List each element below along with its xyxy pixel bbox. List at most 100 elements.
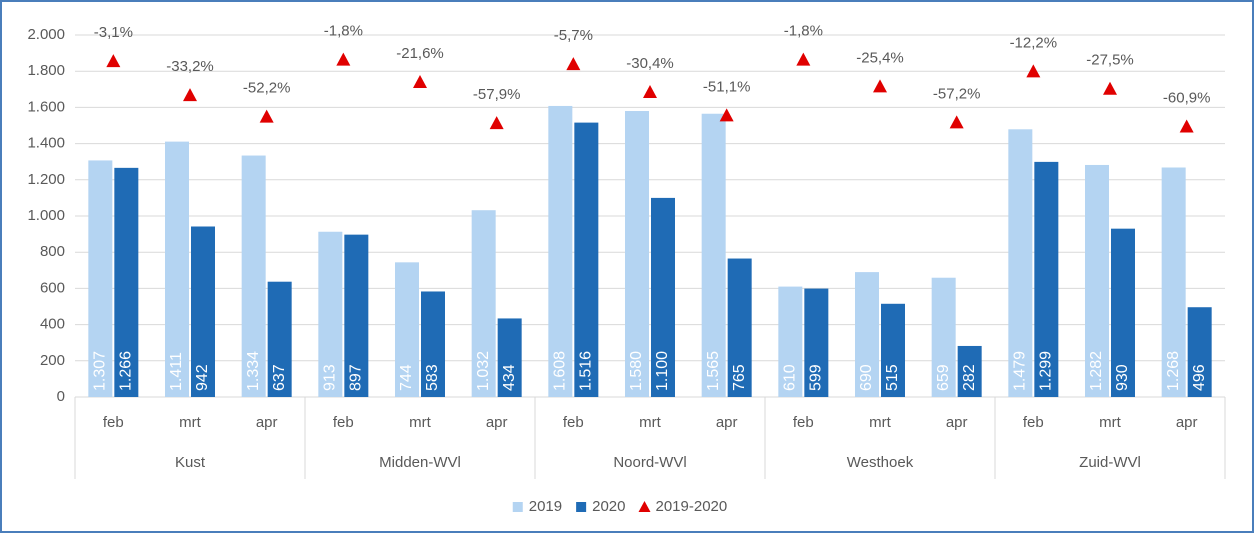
bar-value-label: 897 [348,364,365,391]
bar [1008,129,1033,397]
legend-swatch [576,502,587,512]
bar-value-label: 1.516 [578,351,595,391]
x-tick-label: apr [256,414,278,431]
bar-value-label: 1.100 [654,351,671,391]
marker-triangle [796,52,811,66]
bar [241,155,266,397]
marker-value-label: -3,1% [94,24,133,41]
y-tick-label: 1.000 [27,207,65,224]
legend-marker [638,501,651,512]
y-tick-label: 800 [40,243,65,260]
marker-value-label: -51,1% [703,78,751,95]
x-tick-label: feb [793,414,814,431]
bar-value-label: 1.266 [118,351,135,391]
x-tick-label: feb [333,414,354,431]
x-tick-label: mrt [1099,414,1121,431]
y-tick-label: 1.800 [27,62,65,79]
y-tick-label: 1.200 [27,171,65,188]
bar [88,160,113,397]
bar [1161,167,1186,397]
bar [267,281,292,397]
marker-triangle [949,115,964,129]
x-tick-label: mrt [409,414,431,431]
bar-value-label: 765 [731,364,748,391]
bar-value-label: 744 [398,364,415,391]
bar-value-label: 1.032 [475,351,492,391]
marker-triangle [1026,64,1041,78]
bar [574,122,599,397]
marker-triangle [719,108,734,122]
marker-value-label: -5,7% [554,27,593,44]
bar-value-label: 515 [884,364,901,391]
bar [727,258,752,397]
marker-triangle [106,54,121,68]
marker-triangle [1179,119,1194,133]
legend-label: 2020 [592,498,625,515]
group-label: Kust [175,454,206,471]
legend-swatch [512,502,523,512]
bar-value-label: 1.580 [628,351,645,391]
y-tick-label: 600 [40,279,65,296]
bar [421,291,445,397]
bar-value-label: 583 [424,364,441,391]
bar-value-label: 1.282 [1088,351,1105,391]
bar [855,272,879,397]
bar-value-label: 1.334 [245,351,262,391]
bar [395,262,419,397]
marker-value-label: -27,5% [1086,52,1134,69]
bar-value-label: 690 [858,364,875,391]
marker-value-label: -57,2% [933,85,981,102]
bar [957,345,982,397]
bar [1111,228,1135,397]
marker-value-label: -30,4% [626,55,674,72]
x-tick-label: apr [946,414,968,431]
y-tick-label: 1.600 [27,98,65,115]
bar-value-label: 659 [935,364,952,391]
y-tick-label: 2.000 [27,26,65,43]
bar-value-label: 434 [501,364,518,391]
bar [1187,307,1212,397]
marker-value-label: -25,4% [856,49,904,66]
bar [625,111,649,398]
bar [701,113,726,398]
x-tick-label: apr [1176,414,1198,431]
x-tick-label: apr [716,414,738,431]
bar [1085,164,1109,397]
x-tick-label: mrt [639,414,661,431]
legend-label: 2019-2020 [656,498,728,515]
marker-value-label: -1,8% [784,23,823,40]
bar-value-label: 942 [194,364,211,391]
bar [931,277,956,397]
bar [191,226,215,397]
x-tick-label: mrt [179,414,201,431]
x-tick-label: apr [486,414,508,431]
marker-triangle [259,109,274,123]
marker-triangle [566,57,581,71]
bar [165,141,189,397]
bar-value-label: 282 [961,364,978,391]
group-label: Midden-WVl [379,454,461,471]
bar-value-label: 637 [271,364,288,391]
bar [1034,161,1059,397]
bar-value-label: 1.411 [168,352,185,391]
bar [651,197,675,397]
bar [344,234,369,397]
bar-value-label: 496 [1191,364,1208,391]
bar-value-label: 1.479 [1012,351,1029,391]
bar [804,288,829,397]
bar-value-label: 599 [808,364,825,391]
marker-triangle [183,88,197,102]
x-tick-label: mrt [869,414,891,431]
bar [114,167,139,397]
bar-value-label: 1.608 [552,351,569,391]
marker-value-label: -57,9% [473,86,521,103]
bar-value-label: 610 [782,364,799,391]
marker-value-label: -21,6% [396,45,444,62]
y-tick-label: 400 [40,316,65,333]
y-tick-label: 200 [40,352,65,369]
bar-value-label: 1.307 [92,351,109,391]
marker-triangle [413,75,427,89]
marker-triangle [1103,81,1117,95]
marker-triangle [336,52,351,66]
group-label: Noord-WVl [613,454,686,471]
